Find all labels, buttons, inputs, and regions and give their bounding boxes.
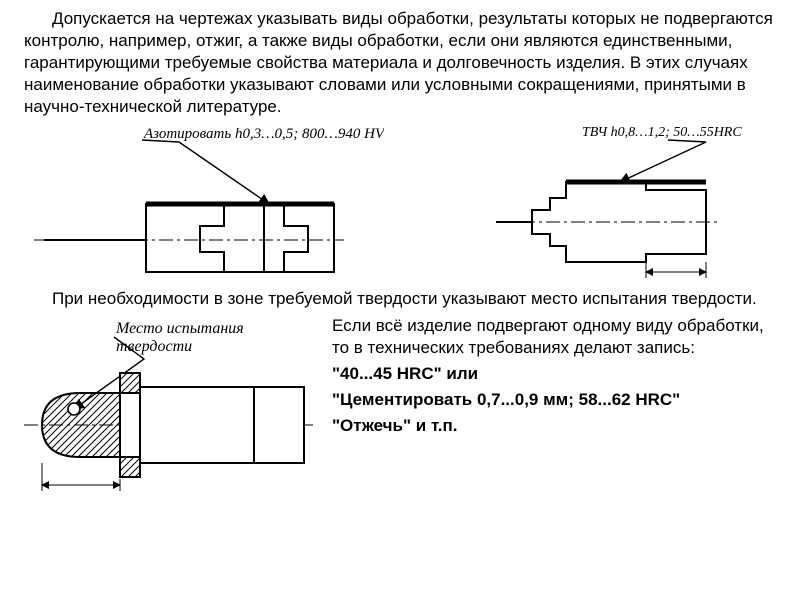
- paragraph-1: Допускается на чертежах указывать виды о…: [24, 8, 776, 118]
- diagram-b: ТВЧ h0,8…1,2; 50…55HRC: [496, 122, 776, 282]
- diagram-a: Азотировать h0,3…0,5; 800…940 HV: [24, 122, 384, 282]
- diagrams-row: Азотировать h0,3…0,5; 800…940 HV ТВЧ h0,…: [24, 122, 776, 282]
- diag-a-caption: Азотировать h0,3…0,5; 800…940 HV: [143, 126, 384, 142]
- diag-c-caption-1: Место испытания: [115, 320, 244, 337]
- diag-b-caption: ТВЧ h0,8…1,2; 50…55HRC: [582, 125, 742, 140]
- right-text-block: Если всё изделие подвергают одному виду …: [332, 315, 776, 441]
- diagram-c: Место испытания твердости: [24, 315, 314, 505]
- right-line-1: "40...45 HRC" или: [332, 363, 776, 385]
- right-line-3: "Отжечь" и т.п.: [332, 415, 776, 437]
- paragraph-2: При необходимости в зоне требуемой тверд…: [24, 288, 776, 310]
- right-line-2: "Цементировать 0,7...0,9 мм; 58...62 HRC…: [332, 389, 776, 411]
- right-intro: Если всё изделие подвергают одному виду …: [332, 315, 776, 359]
